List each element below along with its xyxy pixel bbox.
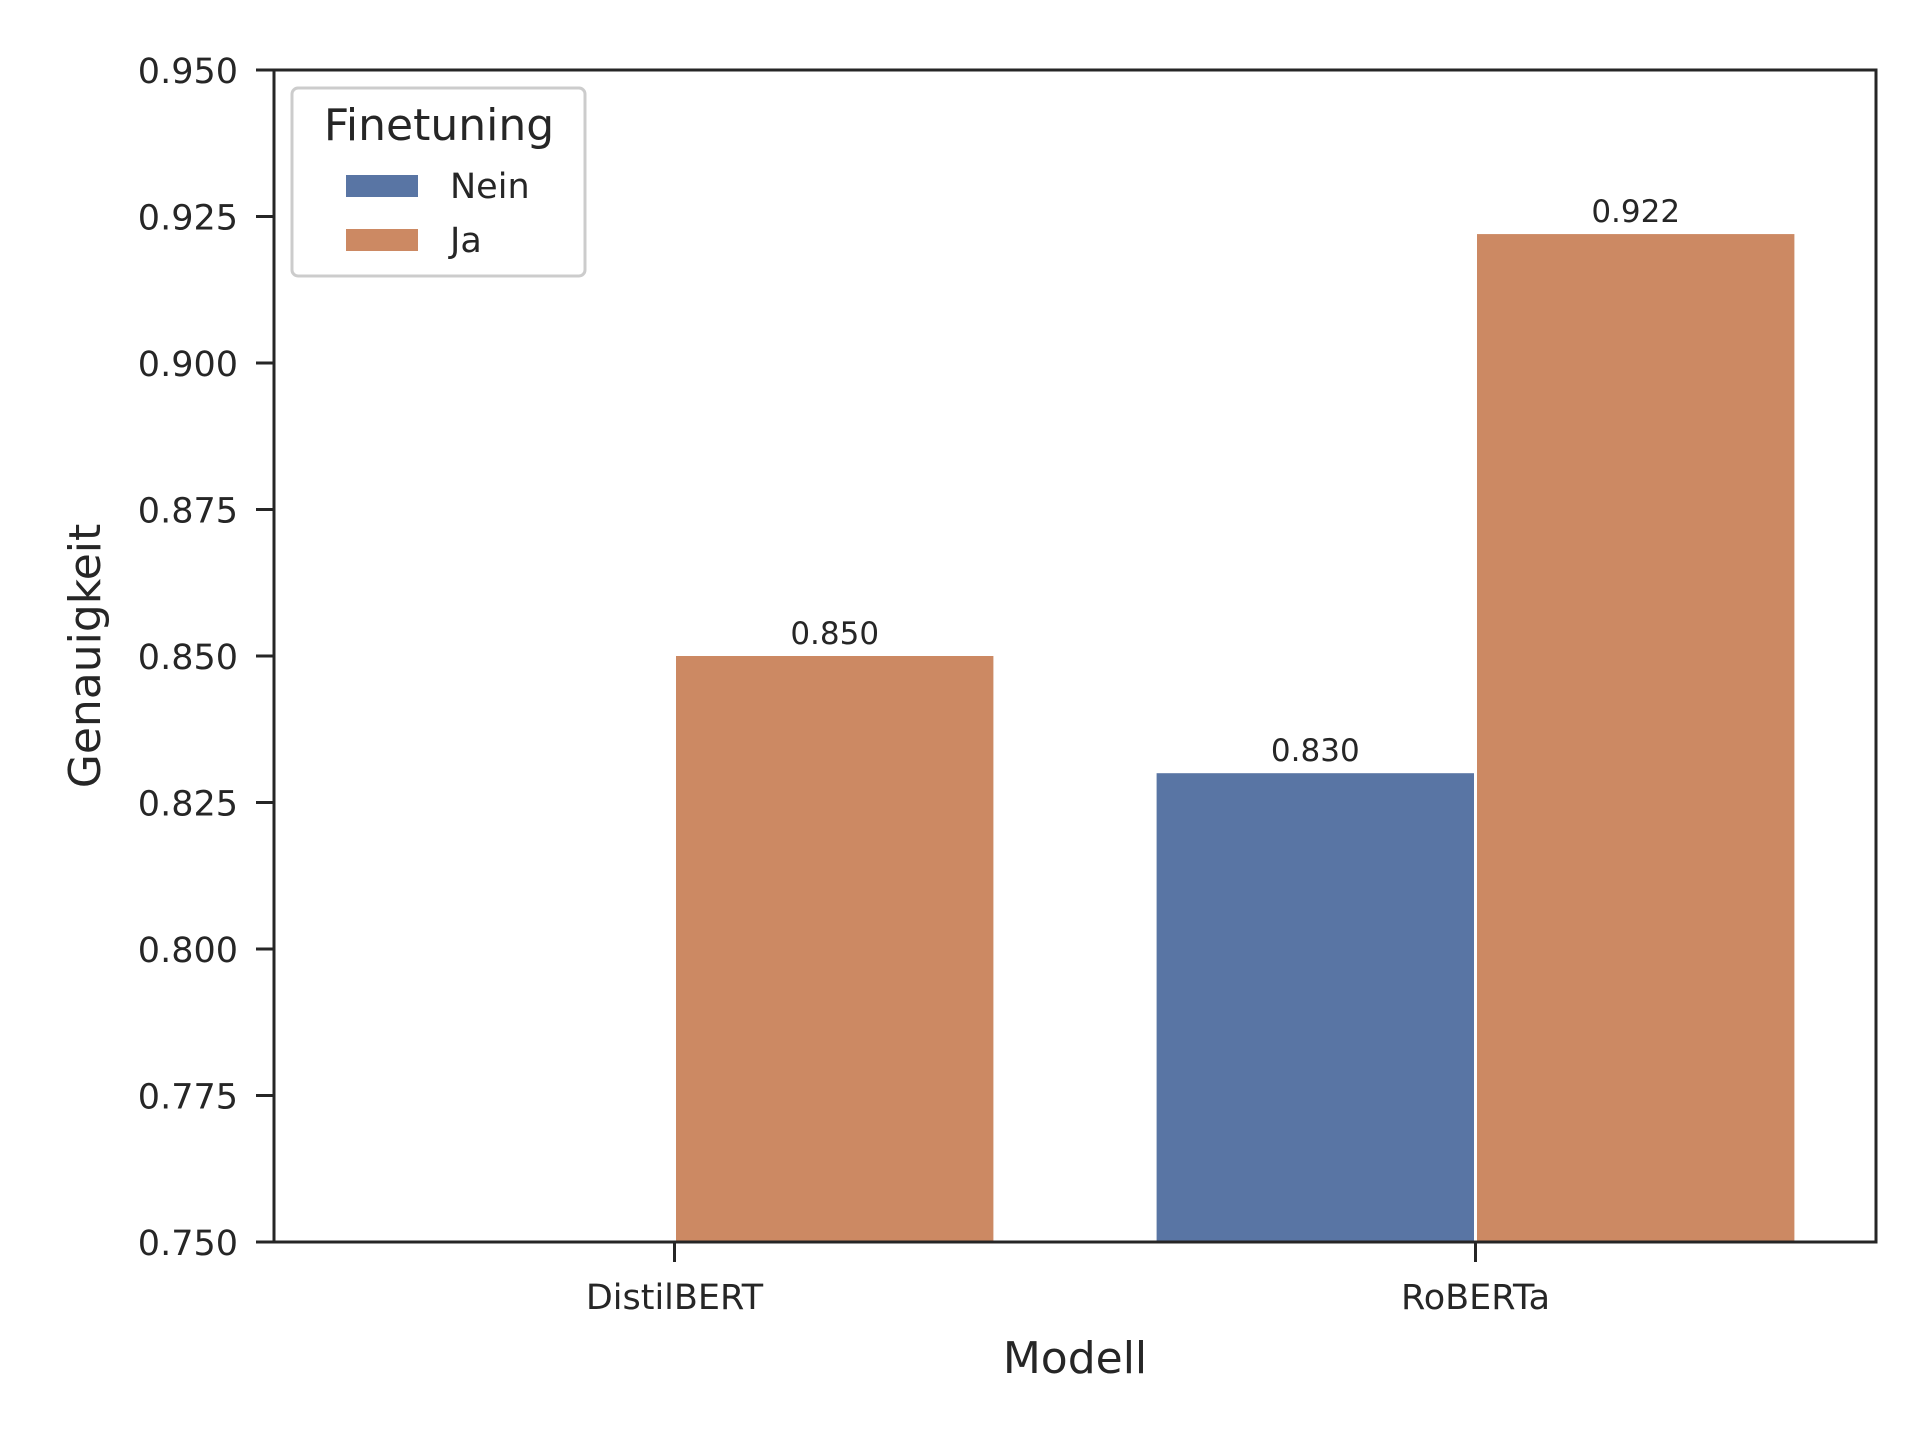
y-tick-label: 0.800 <box>138 931 238 971</box>
y-tick-label: 0.850 <box>138 638 238 678</box>
bar-value-label: 0.830 <box>1271 733 1360 769</box>
x-axis: DistilBERT RoBERTa <box>586 1242 1550 1318</box>
plot-frame <box>272 68 1878 1244</box>
y-tick-label: 0.775 <box>138 1078 238 1118</box>
y-tick-label: 0.875 <box>138 492 238 532</box>
bars-layer <box>676 234 1795 1242</box>
bar-value-label: 0.922 <box>1591 194 1680 230</box>
legend-swatch <box>346 229 418 251</box>
bar-ja-distilbert <box>676 656 994 1242</box>
y-tick-label: 0.900 <box>138 345 238 385</box>
y-tick-label: 0.750 <box>138 1224 238 1264</box>
legend-items: Nein Ja <box>346 167 530 261</box>
x-tick-label: DistilBERT <box>586 1278 764 1318</box>
legend-label: Ja <box>448 221 482 261</box>
x-tick-label: RoBERTa <box>1401 1278 1550 1318</box>
y-tick-label: 0.925 <box>138 199 238 239</box>
bar-labels-layer: 0.830 0.850 0.922 <box>790 194 1680 769</box>
x-axis-title: Modell <box>1003 1333 1147 1384</box>
bar-value-label: 0.850 <box>790 616 879 652</box>
y-axis: 0.750 0.775 0.800 0.825 0.850 0.875 0.900 0.925… <box>138 52 274 1264</box>
y-axis-title: Genauigkeit <box>60 524 111 789</box>
y-tick-label: 0.825 <box>138 785 238 825</box>
y-tick-label: 0.950 <box>138 52 238 92</box>
legend-title: Finetuning <box>324 100 554 151</box>
bar-nein-roberta <box>1156 773 1474 1242</box>
bar-ja-roberta <box>1477 234 1795 1242</box>
legend-label: Nein <box>450 167 530 207</box>
legend[interactable]: Finetuning Nein Ja <box>290 86 587 278</box>
legend-swatch <box>346 175 418 197</box>
